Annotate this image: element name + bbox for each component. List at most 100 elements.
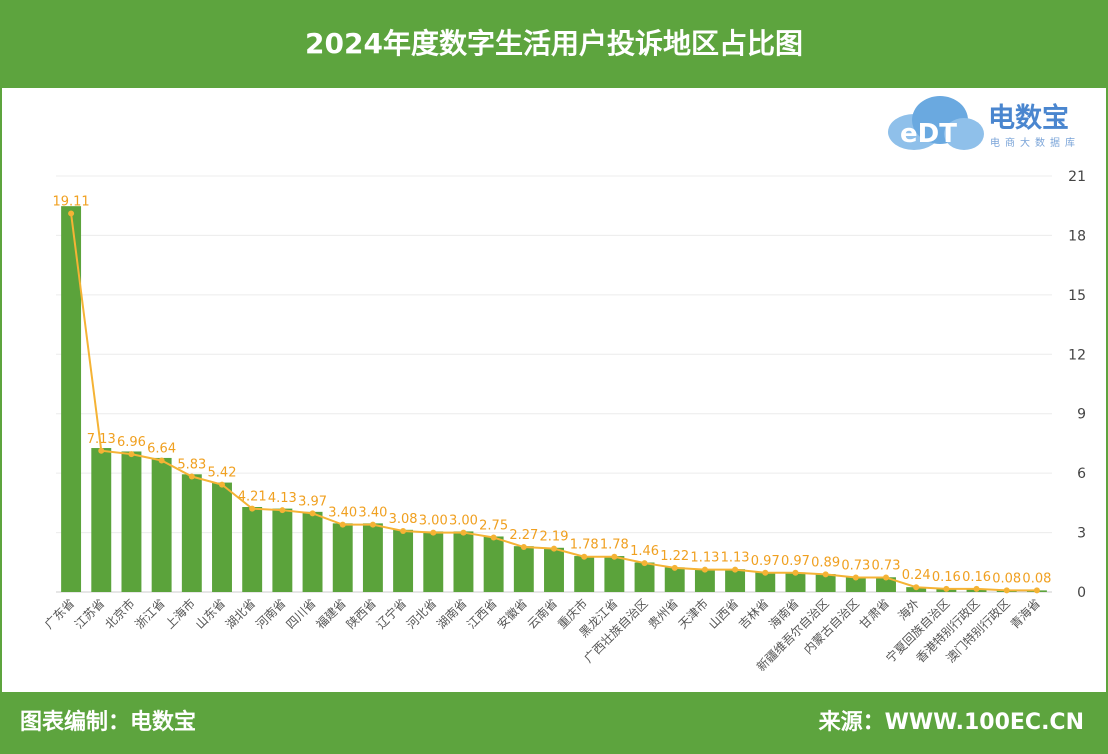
- logo-subtitle: 电商大数据库: [990, 138, 1080, 149]
- bar: [212, 482, 232, 592]
- data-labels: 19.117.13 6.96 6.645.835.424.21 4.13 3.973.4…: [52, 194, 1051, 586]
- y-tick-label: 6: [1077, 466, 1086, 482]
- data-label: 3.97: [298, 494, 327, 509]
- data-label: 19.11: [52, 194, 89, 209]
- trend-point: [158, 457, 165, 464]
- category-label: 浙江省: [132, 596, 167, 631]
- trend-line: [68, 210, 1040, 594]
- data-label: 0.73: [841, 559, 870, 574]
- category-label: 青海省: [1007, 596, 1043, 632]
- data-label: 3.08: [389, 512, 418, 527]
- category-label: 天津市: [675, 596, 711, 632]
- header-bar: 2024年度数字生活用户投诉地区占比图: [0, 0, 1108, 88]
- category-label: 贵州省: [645, 596, 680, 631]
- y-tick-label: 18: [1068, 228, 1086, 244]
- bar: [332, 523, 353, 592]
- bar: [845, 577, 866, 592]
- bar: [91, 448, 112, 592]
- y-tick-label: 12: [1068, 347, 1086, 363]
- trend-point: [671, 564, 678, 571]
- data-label: 1.22: [660, 549, 689, 564]
- svg-text:eDT: eDT: [900, 119, 957, 149]
- bar: [242, 506, 263, 592]
- data-label: 1.46: [630, 544, 659, 559]
- bar: [423, 531, 444, 592]
- logo: eDT 电数宝 电商大数据库: [884, 92, 1098, 156]
- data-label: 3.40: [358, 506, 387, 521]
- category-label: 江西省: [464, 596, 499, 631]
- y-tick-label: 3: [1077, 526, 1086, 542]
- bar: [815, 574, 836, 592]
- trend-point: [309, 510, 316, 517]
- page-title: 2024年度数字生活用户投诉地区占比图: [305, 27, 803, 60]
- data-label: 5.83: [177, 458, 206, 473]
- trend-point: [701, 566, 708, 573]
- category-label: 辽宁省: [373, 596, 409, 632]
- trend-point: [400, 527, 407, 534]
- category-label: 上海市: [162, 596, 198, 632]
- bar: [785, 572, 806, 592]
- data-label: 5.42: [208, 466, 237, 481]
- bar: [574, 556, 595, 592]
- category-label: 北京市: [102, 596, 138, 632]
- bars: [61, 206, 1047, 592]
- footer-bar: 图表编制：电数宝 来源：WWW.100EC.CN: [0, 692, 1108, 754]
- category-label: 甘肃省: [857, 596, 892, 631]
- category-label: 山东省: [193, 596, 228, 631]
- data-label: 2.19: [540, 530, 569, 545]
- category-label: 云南省: [524, 596, 560, 632]
- y-tick-label: 0: [1077, 585, 1086, 601]
- data-label: 1.78: [600, 538, 629, 553]
- data-label: 0.08: [1022, 571, 1051, 586]
- data-label: 6.64: [147, 441, 176, 456]
- trend-point: [762, 569, 769, 576]
- data-label: 3.40: [328, 506, 357, 521]
- trend-point: [641, 560, 648, 567]
- trend-point: [128, 451, 135, 458]
- category-labels: 广东省江苏省北京市浙江省上海市山东省湖北省河南省四川省福建省陕西省辽宁省河北省湖…: [42, 596, 1043, 674]
- bar: [694, 569, 715, 592]
- data-label: 3.00: [419, 514, 448, 529]
- bar: [634, 562, 655, 592]
- trend-point: [68, 210, 75, 217]
- cloud-logo-icon: eDT: [888, 96, 984, 150]
- trend-point: [490, 534, 497, 541]
- category-label: 海外: [895, 596, 923, 624]
- category-label: 安徽省: [494, 596, 530, 632]
- bar: [513, 546, 534, 592]
- trend-point: [279, 507, 286, 514]
- data-label: 4.21: [238, 490, 267, 505]
- data-label: 1.78: [570, 538, 599, 553]
- trend-point: [732, 566, 739, 573]
- bar: [181, 474, 202, 592]
- trend-point: [430, 529, 437, 536]
- data-label: 0.16: [932, 570, 961, 585]
- category-label: 山西省: [706, 596, 741, 631]
- data-label: 3.00: [449, 514, 478, 529]
- data-label: 0.73: [872, 559, 901, 574]
- trend-point: [1033, 587, 1040, 594]
- trend-point: [369, 521, 376, 528]
- trend-point: [792, 569, 799, 576]
- bar: [362, 523, 383, 592]
- trend-point: [913, 584, 920, 591]
- trend-point: [973, 585, 980, 592]
- trend-point: [883, 574, 889, 581]
- category-label: 湖南省: [434, 596, 470, 632]
- y-tick-label: 15: [1068, 288, 1086, 304]
- data-label: 6.96: [117, 435, 146, 450]
- trend-point: [581, 553, 588, 560]
- y-tick-label: 21: [1068, 169, 1086, 185]
- bar: [61, 206, 82, 592]
- data-label: 0.89: [811, 555, 840, 570]
- category-label: 河南省: [252, 596, 288, 632]
- trend-point: [611, 553, 618, 560]
- chart-frame: [0, 88, 1108, 692]
- data-label: 7.13: [87, 432, 116, 447]
- data-label: 4.13: [268, 491, 297, 506]
- data-label: 0.24: [902, 568, 931, 583]
- data-label: 0.97: [751, 554, 780, 569]
- logo-name: 电数宝: [988, 103, 1069, 134]
- category-label: 吉林省: [736, 596, 771, 631]
